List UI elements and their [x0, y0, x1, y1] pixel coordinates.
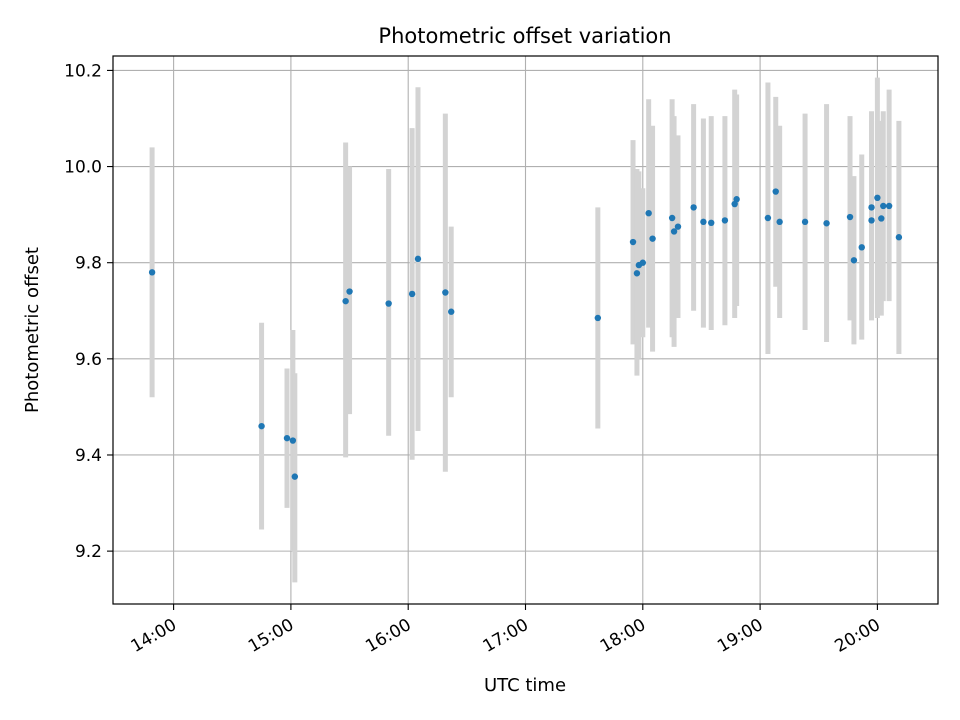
data-point	[772, 188, 779, 195]
data-point	[846, 213, 854, 221]
data-point	[885, 202, 893, 210]
data-point	[639, 259, 646, 266]
data-point	[594, 314, 602, 322]
data-point	[649, 235, 656, 242]
data-point	[668, 214, 676, 222]
y-tick-label: 9.6	[75, 350, 102, 370]
data-point	[258, 422, 265, 430]
data-point	[448, 308, 455, 315]
y-tick-label: 9.8	[75, 254, 102, 274]
data-point	[408, 290, 416, 298]
data-point	[801, 218, 809, 226]
data-point	[674, 223, 682, 230]
data-point	[629, 238, 637, 246]
y-axis: 9.2 9.4 9.6 9.8 10.0 10.2	[64, 61, 113, 562]
data-point	[346, 288, 353, 295]
data-point	[690, 204, 697, 211]
data-point	[289, 437, 297, 444]
chart-title: Photometric offset variation	[378, 24, 671, 48]
data-point	[708, 219, 715, 227]
data-point	[731, 200, 738, 208]
y-axis-title: Photometric offset	[22, 247, 43, 413]
data-point	[733, 196, 740, 203]
data-point	[823, 220, 830, 227]
data-point	[342, 297, 349, 305]
data-point	[670, 228, 678, 235]
data-point	[878, 215, 885, 222]
data-point	[414, 255, 422, 263]
x-axis-title: UTC time	[484, 675, 566, 696]
data-point	[442, 289, 449, 296]
data-point	[283, 434, 291, 442]
data-point	[148, 269, 156, 276]
data-point	[764, 214, 772, 222]
data-point	[880, 202, 887, 210]
data-point	[850, 257, 858, 264]
y-tick-label: 10.0	[64, 158, 102, 178]
data-point	[776, 218, 783, 226]
data-point	[868, 217, 875, 224]
data-point	[868, 204, 875, 211]
y-tick-label: 10.2	[64, 61, 102, 81]
data-point	[700, 218, 707, 226]
data-points	[148, 188, 903, 480]
y-tick-label: 9.4	[75, 446, 102, 466]
data-point	[858, 244, 865, 251]
data-point	[895, 234, 903, 241]
y-tick-label: 9.2	[75, 542, 102, 562]
data-point	[385, 300, 392, 307]
data-point	[874, 194, 881, 202]
data-point	[633, 270, 641, 277]
data-point	[645, 209, 652, 217]
data-point	[291, 473, 299, 480]
data-point	[721, 217, 729, 224]
